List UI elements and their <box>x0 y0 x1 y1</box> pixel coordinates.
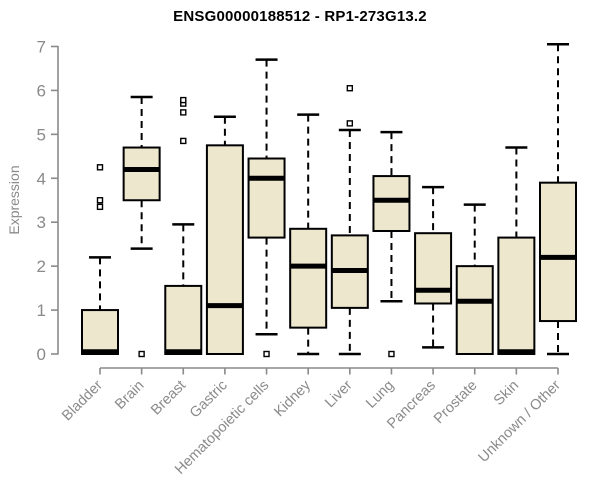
outlier-point <box>180 109 187 116</box>
y-tick-label: 5 <box>37 125 46 144</box>
x-tick-label-kidney: Kidney <box>271 377 314 420</box>
x-tick-label-breast: Breast <box>148 378 189 419</box>
box-group-lung <box>372 130 411 358</box>
iqr-box <box>247 157 286 239</box>
iqr-box <box>372 175 411 232</box>
iqr-box <box>205 144 244 355</box>
outlier-point <box>180 137 187 145</box>
iqr-box <box>122 146 161 202</box>
y-axis: 0 1 2 3 4 5 6 7 <box>37 37 59 364</box>
box-group-pancreas <box>414 185 453 349</box>
outlier-point <box>263 350 270 358</box>
box-group-skin <box>497 146 536 355</box>
outlier-point <box>180 96 187 104</box>
y-tick-label: 2 <box>37 257 46 276</box>
outlier-point <box>138 350 145 358</box>
outlier-point <box>346 85 354 92</box>
iqr-box <box>414 232 453 305</box>
y-tick-label: 0 <box>37 345 46 364</box>
box-group-breast <box>164 96 203 356</box>
outlier-point <box>346 120 354 127</box>
iqr-box <box>455 265 494 356</box>
y-tick-label: 3 <box>37 213 46 232</box>
x-tick-label-prostate: Prostate <box>431 378 480 427</box>
box-group-liver <box>330 85 369 356</box>
x-tick-label-lung: Lung <box>363 378 397 412</box>
iqr-box <box>289 227 328 329</box>
y-tick-label: 7 <box>37 37 46 56</box>
box-group-hematopoietic-cells <box>247 58 286 358</box>
box-group-brain <box>122 95 161 358</box>
box-group-gastric <box>205 115 244 355</box>
iqr-box <box>497 236 536 355</box>
outlier-point <box>96 197 104 204</box>
box-group-prostate <box>455 203 494 356</box>
x-tick-label-skin: Skin <box>491 378 522 409</box>
outlier-point <box>96 203 104 211</box>
x-tick-label-bladder: Bladder <box>59 377 106 424</box>
box-group-bladder <box>81 164 119 356</box>
x-tick-label-brain: Brain <box>112 378 147 413</box>
chart-title: ENSG00000188512 - RP1-273G13.2 <box>173 8 427 25</box>
box-group-kidney <box>289 113 328 356</box>
y-tick-label: 6 <box>37 81 46 100</box>
box-group-unknown-other <box>539 43 577 356</box>
iqr-box <box>164 284 203 356</box>
iqr-box <box>539 181 577 323</box>
outlier-point <box>388 350 395 358</box>
y-tick-label: 1 <box>37 301 46 320</box>
outlier-point <box>96 164 104 171</box>
x-tick-label-liver: Liver <box>322 377 356 411</box>
y-tick-label: 4 <box>37 169 46 188</box>
iqr-box <box>81 309 119 356</box>
